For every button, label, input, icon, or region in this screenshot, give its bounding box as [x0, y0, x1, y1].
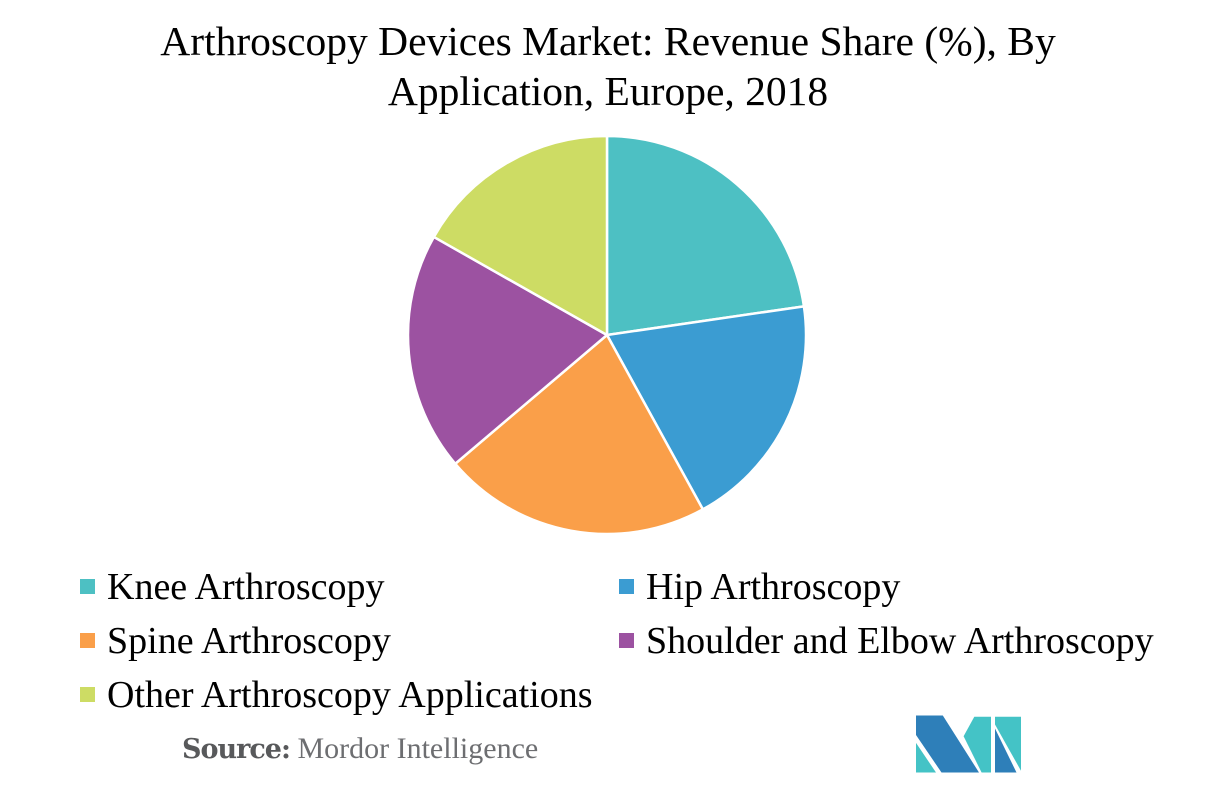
chart-title: Arthroscopy Devices Market: Revenue Shar…	[0, 16, 1216, 116]
chart-title-line2: Application, Europe, 2018	[387, 68, 829, 114]
logo-middle-vee	[963, 716, 991, 773]
pie-slice-spine-arthroscopy	[454, 333, 705, 536]
legend-label: Other Arthroscopy Applications	[107, 674, 593, 716]
legend-item-other-arthroscopy-applications: Other Arthroscopy Applications	[80, 676, 592, 714]
legend-item-shoulder-and-elbow-arthroscopy: Shoulder and Elbow Arthroscopy	[619, 622, 1154, 660]
logo-right-block-blue	[995, 728, 1017, 773]
legend-label: Spine Arthroscopy	[107, 620, 391, 662]
pie-slice-shoulder-and-elbow-arthroscopy	[406, 235, 609, 466]
source-text: Mordor Intelligence	[297, 732, 539, 765]
pie-slice-hip-arthroscopy	[605, 305, 808, 511]
pie-slice-knee-arthroscopy	[605, 134, 806, 337]
legend-item-spine-arthroscopy: Spine Arthroscopy	[80, 622, 391, 660]
logo-left-stroke	[916, 715, 979, 773]
source-label: Source:	[182, 734, 291, 765]
legend-swatch	[619, 579, 634, 594]
legend-swatch	[80, 687, 95, 702]
source-line: Source: Mordor Intelligence	[182, 731, 538, 768]
legend-swatch	[619, 633, 634, 648]
legend-label: Knee Arthroscopy	[107, 566, 385, 608]
legend-swatch	[80, 633, 95, 648]
legend-item-knee-arthroscopy: Knee Arthroscopy	[80, 568, 385, 606]
legend-swatch	[80, 579, 95, 594]
logo-right-block-teal	[995, 716, 1021, 771]
pie-slice-other-arthroscopy-applications	[432, 134, 609, 337]
chart-title-line1: Arthroscopy Devices Market: Revenue Shar…	[160, 18, 1056, 64]
legend-item-hip-arthroscopy: Hip Arthroscopy	[619, 568, 900, 606]
legend-label: Hip Arthroscopy	[646, 566, 901, 608]
mordor-intelligence-logo	[916, 715, 1021, 773]
legend-label: Shoulder and Elbow Arthroscopy	[646, 620, 1154, 662]
